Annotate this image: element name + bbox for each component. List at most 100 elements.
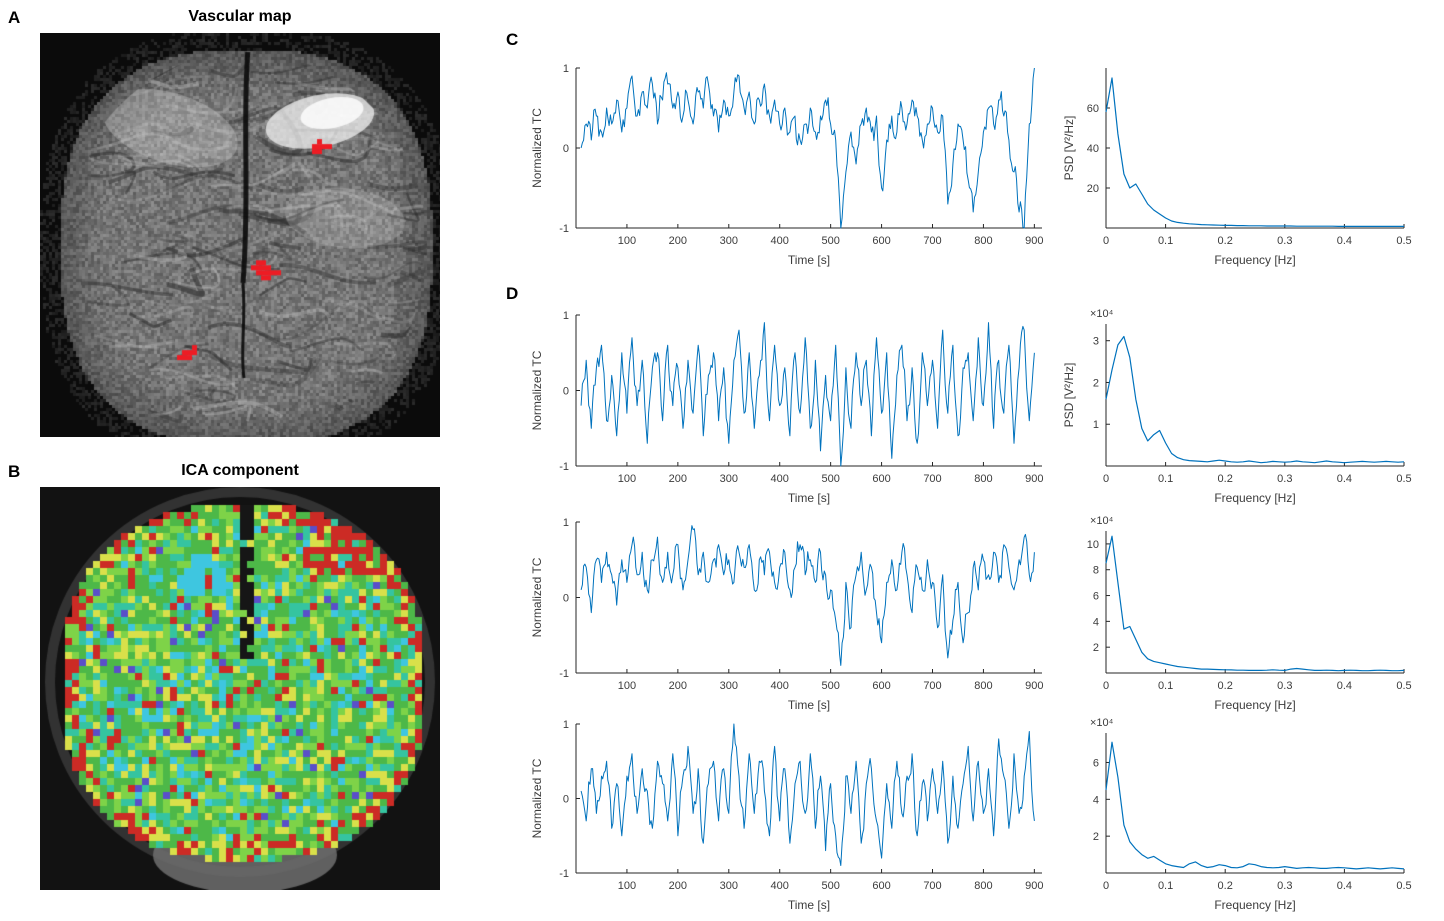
x-tick-label: 0.3 (1277, 473, 1292, 485)
y-axis-label: Normalized TC (530, 108, 544, 188)
y-tick-label: 2 (1093, 831, 1099, 843)
x-tick-label: 300 (720, 473, 738, 485)
x-tick-label: 700 (923, 680, 941, 692)
x-tick-label: 0.3 (1277, 880, 1292, 892)
panel-b-title: ICA component (181, 462, 299, 479)
x-tick-label: 500 (821, 473, 839, 485)
x-tick-label: 0.4 (1337, 235, 1352, 247)
y-tick-label: 0 (563, 794, 569, 806)
y-tick-label: 0 (563, 143, 569, 155)
x-tick-label: 200 (669, 235, 687, 247)
x-tick-label: 0.5 (1396, 880, 1411, 892)
y-tick-label: 1 (563, 63, 569, 75)
x-tick-label: 300 (720, 235, 738, 247)
x-tick-label: 600 (872, 880, 890, 892)
x-tick-label: 200 (669, 473, 687, 485)
timecourse-plot: 100 200 300 400 500 600 700 800 900 -1 0 1 Time [s] N… (530, 517, 1044, 712)
panel-label-c: C (506, 30, 519, 49)
y-tick-label: 4 (1093, 616, 1099, 628)
x-tick-label: 200 (669, 880, 687, 892)
x-tick-label: 900 (1025, 880, 1043, 892)
y-tick-label: 10 (1087, 539, 1099, 551)
x-tick-label: 100 (618, 880, 636, 892)
timecourse-plot: 100 200 300 400 500 600 700 800 900 -1 0 1 Time [s] N… (530, 63, 1044, 267)
y-tick-label: 6 (1093, 757, 1099, 769)
x-axis-label: Time [s] (788, 491, 830, 505)
x-tick-label: 0.2 (1218, 473, 1233, 485)
x-tick-label: 400 (771, 680, 789, 692)
x-tick-label: 800 (974, 235, 992, 247)
x-tick-label: 700 (923, 880, 941, 892)
y-axis-label: PSD [V²/Hz] (1062, 363, 1076, 428)
psd-plot: 0 0.1 0.2 0.3 0.4 0.5 20 40 60 Frequency [Hz] PSD … (1062, 68, 1412, 267)
x-tick-label: 200 (669, 680, 687, 692)
panel-label-d: D (506, 284, 519, 303)
x-tick-label: 100 (618, 680, 636, 692)
y-axis-exponent-label: ×10⁴ (1090, 308, 1114, 320)
x-axis-label: Frequency [Hz] (1214, 898, 1295, 912)
y-tick-label: 40 (1087, 143, 1099, 155)
y-tick-label: 3 (1093, 336, 1099, 348)
x-tick-label: 600 (872, 235, 890, 247)
x-tick-label: 800 (974, 473, 992, 485)
x-axis-label: Frequency [Hz] (1214, 491, 1295, 505)
x-tick-label: 700 (923, 473, 941, 485)
x-tick-label: 0.4 (1337, 880, 1352, 892)
y-tick-label: 1 (1093, 419, 1099, 431)
y-tick-label: -1 (559, 461, 569, 473)
x-tick-label: 0 (1103, 473, 1109, 485)
y-tick-label: 20 (1087, 183, 1099, 195)
x-tick-label: 500 (821, 235, 839, 247)
y-axis-exponent-label: ×10⁴ (1090, 717, 1114, 729)
x-tick-label: 100 (618, 473, 636, 485)
x-tick-label: 0 (1103, 680, 1109, 692)
x-tick-label: 0.2 (1218, 880, 1233, 892)
x-tick-label: 400 (771, 880, 789, 892)
x-tick-label: 100 (618, 235, 636, 247)
panel-a-title: Vascular map (188, 8, 292, 25)
y-tick-label: 4 (1093, 794, 1099, 806)
x-tick-label: 800 (974, 880, 992, 892)
x-tick-label: 300 (720, 880, 738, 892)
y-axis-exponent-label: ×10⁴ (1090, 515, 1114, 527)
x-tick-label: 0 (1103, 880, 1109, 892)
x-tick-label: 900 (1025, 680, 1043, 692)
panel-c-timecourse-chart: 100 200 300 400 500 600 700 800 900 -1 0 1 Time [s] N… (528, 58, 1050, 274)
psd-plot: 0 0.1 0.2 0.3 0.4 0.5 2 4 6 Frequency [Hz] ×10⁴ (1090, 717, 1412, 912)
x-tick-label: 0 (1103, 235, 1109, 247)
x-tick-label: 0.5 (1396, 473, 1411, 485)
y-tick-label: 6 (1093, 591, 1099, 603)
x-axis-label: Frequency [Hz] (1214, 253, 1295, 267)
x-tick-label: 400 (771, 473, 789, 485)
x-tick-label: 500 (821, 680, 839, 692)
panel-label-a: A (8, 8, 21, 27)
psd-plot: 0 0.1 0.2 0.3 0.4 0.5 2 4 6 8 10 Frequency [Hz] ×10⁴ (1087, 515, 1412, 712)
x-tick-label: 0.1 (1158, 235, 1173, 247)
x-tick-label: 0.4 (1337, 680, 1352, 692)
x-axis-label: Time [s] (788, 698, 830, 712)
x-tick-label: 0.3 (1277, 680, 1292, 692)
timecourse-plot: 100 200 300 400 500 600 700 800 900 -1 0 1 Time [s] N… (530, 719, 1044, 912)
x-tick-label: 0.3 (1277, 235, 1292, 247)
x-tick-label: 700 (923, 235, 941, 247)
y-tick-label: -1 (559, 868, 569, 880)
x-tick-label: 900 (1025, 473, 1043, 485)
y-axis-label: PSD [V²/Hz] (1062, 116, 1076, 181)
x-tick-label: 0.1 (1158, 880, 1173, 892)
x-axis-label: Time [s] (788, 253, 830, 267)
timecourse-plot: 100 200 300 400 500 600 700 800 900 -1 0 1 Time [s] N… (530, 310, 1044, 505)
x-tick-label: 600 (872, 680, 890, 692)
y-tick-label: 1 (563, 310, 569, 322)
vascular-map-image (40, 33, 440, 437)
x-tick-label: 300 (720, 680, 738, 692)
psd-plot: 0 0.1 0.2 0.3 0.4 0.5 1 2 3 Frequency [Hz] PSD [V²… (1062, 308, 1412, 505)
y-tick-label: -1 (559, 223, 569, 235)
y-axis-label: Normalized TC (530, 557, 544, 637)
x-tick-label: 400 (771, 235, 789, 247)
x-tick-label: 0.5 (1396, 235, 1411, 247)
x-tick-label: 0.2 (1218, 680, 1233, 692)
y-axis-label: Normalized TC (530, 350, 544, 430)
panel-d-row3-psd-chart: 0 0.1 0.2 0.3 0.4 0.5 2 4 6 Frequency [Hz] ×10⁴ (1060, 709, 1414, 919)
panel-d-row2-psd-chart: 0 0.1 0.2 0.3 0.4 0.5 2 4 6 8 10 Frequency [Hz] ×10⁴ (1060, 507, 1414, 719)
